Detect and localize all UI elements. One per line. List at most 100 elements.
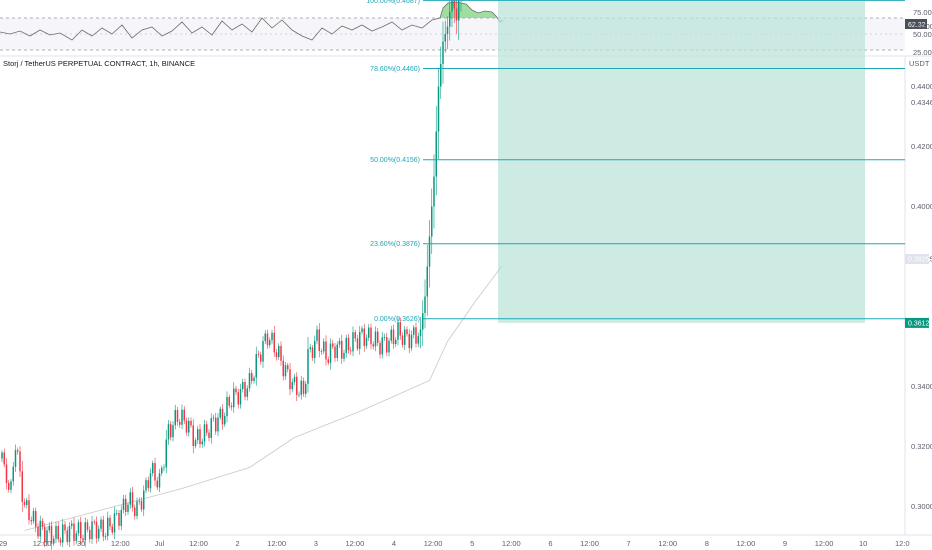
price-tick-label: 0.3200 <box>911 442 932 451</box>
candle-body <box>300 380 302 395</box>
candle-body <box>185 420 188 433</box>
candle-body <box>334 346 336 358</box>
fibonacci-retracement: 100.00%(0.4687) 78.60%(0.4460) 50.00%(0.41… <box>366 0 905 323</box>
candle-body <box>156 480 158 488</box>
candle-body <box>212 417 215 419</box>
candle-body <box>415 327 417 344</box>
candle-body <box>172 425 174 438</box>
candle-body <box>379 342 381 355</box>
price-badge <box>905 317 929 328</box>
candle-body <box>390 329 392 341</box>
time-tick-label: 6 <box>548 539 552 548</box>
chart-title: Storj / TetherUS PERPETUAL CONTRACT, 1h,… <box>3 59 195 68</box>
candle-body <box>275 352 278 358</box>
time-tick-label: 12:0 <box>895 539 910 548</box>
candle-body <box>246 388 248 397</box>
candle-body <box>273 332 275 353</box>
time-tick-label: 12:00 <box>502 539 521 548</box>
candle-body <box>298 394 300 396</box>
candle-body <box>107 517 109 537</box>
candle-body <box>260 354 262 362</box>
candle-body <box>197 429 199 441</box>
candle-body <box>44 526 46 543</box>
candle-body <box>431 206 433 237</box>
candle-body <box>64 524 66 531</box>
ma-line <box>24 266 502 531</box>
candle-body <box>170 424 172 438</box>
candle-body <box>410 334 413 349</box>
candle-body <box>158 473 161 488</box>
price-tick-label: 0.4346 <box>911 98 932 107</box>
candle-body <box>192 425 194 447</box>
candle-body <box>109 517 111 527</box>
candle-body <box>325 341 327 360</box>
candle-body <box>458 0 460 21</box>
position-tool <box>498 0 865 323</box>
rsi-value-badge <box>905 19 927 29</box>
candle-body <box>302 380 305 394</box>
price-tick-label: 0.3000 <box>911 502 932 511</box>
candle-body <box>361 328 363 332</box>
candle-body <box>35 511 37 527</box>
candle-body <box>221 408 224 425</box>
candle-body <box>365 337 368 346</box>
time-axis: 29 12:00 30 12:00 Jul 12:00 2 12:00 3 12:00 4 12:00… <box>0 539 910 548</box>
candle-body <box>152 463 154 474</box>
candle-body <box>111 526 113 533</box>
time-tick-label: 3 <box>314 539 318 548</box>
candle-body <box>102 519 104 537</box>
candle-body <box>341 340 343 359</box>
candle-body <box>442 41 444 64</box>
time-tick-label: 10 <box>859 539 867 548</box>
candle-body <box>219 408 221 418</box>
candle-body <box>244 382 246 397</box>
candle-body <box>122 498 125 510</box>
candle-body <box>314 340 316 358</box>
time-tick-label: 4 <box>392 539 396 548</box>
candle-body <box>174 409 176 426</box>
time-tick-label: 12:00 <box>815 539 834 548</box>
candle-body <box>332 343 334 347</box>
candle-body <box>48 525 50 531</box>
candle-body <box>255 354 257 378</box>
candle-body <box>8 482 10 490</box>
candle-body <box>129 492 131 505</box>
candle-body <box>17 450 19 452</box>
candle-body <box>176 409 179 422</box>
moving-average <box>24 266 502 531</box>
candle-body <box>131 492 134 508</box>
fib-level-label: 23.60%(0.3876) <box>370 241 420 248</box>
candle-body <box>66 530 68 542</box>
candle-body <box>84 522 86 541</box>
candle-body <box>230 405 233 408</box>
candle-body <box>89 529 91 540</box>
candle-body <box>406 329 408 335</box>
candle-body <box>428 236 431 267</box>
candle-body <box>284 365 287 377</box>
candle-body <box>140 500 143 510</box>
candle-body <box>440 64 442 87</box>
candle-body <box>309 347 311 350</box>
candle-body <box>388 340 390 353</box>
candle-body <box>46 530 48 543</box>
candle-body <box>338 340 341 345</box>
candle-body <box>307 349 309 384</box>
candle-body <box>190 420 192 426</box>
candle-body <box>28 500 30 521</box>
time-tick-label: 29 <box>0 539 7 548</box>
candle-body <box>235 388 237 393</box>
candle-body <box>401 335 404 345</box>
candle-body <box>262 341 264 362</box>
candle-body <box>181 409 183 425</box>
candle-body <box>199 429 201 445</box>
price-tick-label: 0.4600 <box>911 22 932 31</box>
candle-body <box>125 498 127 512</box>
candle-body <box>53 538 55 544</box>
candle-body <box>399 322 401 336</box>
candle-body <box>75 533 77 541</box>
candle-body <box>372 344 374 347</box>
candle-body <box>408 334 410 349</box>
price-tick-label: 0.4000 <box>911 202 932 211</box>
candle-body <box>386 337 388 353</box>
